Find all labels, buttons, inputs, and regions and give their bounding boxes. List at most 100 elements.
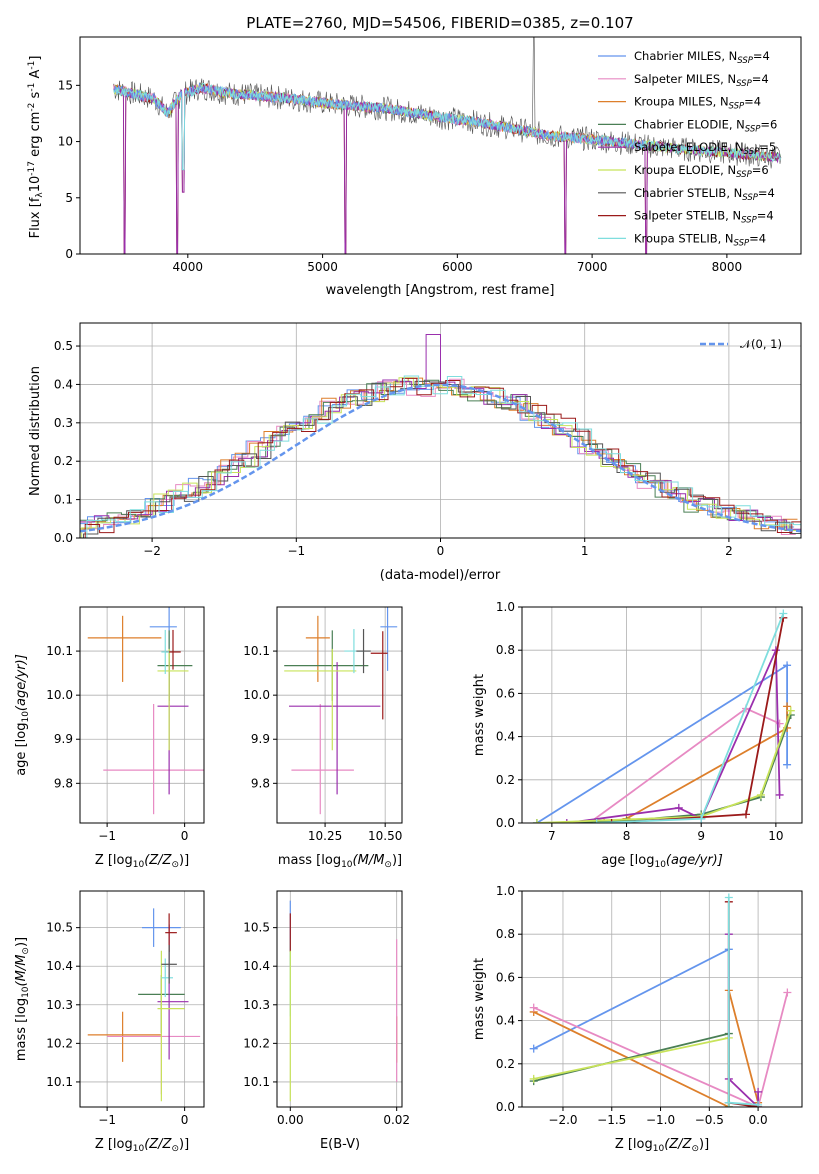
weight-line [611,617,785,823]
weight-line [727,897,759,1106]
x-tick-label: 0 [181,829,189,843]
age-vs-mass-plot-area [284,607,398,815]
weight-line [533,990,759,1107]
weight-vs-age-ticks: 7 8 9 10 0.0 0.2 0.4 0.6 0.8 1.0 [496,600,784,843]
weight-vs-metallicity-panel: −2.0 −1.5 −1.0 −0.5 0.0 0.0 0.2 0.4 0.6 0.8 1.0 Z … [472,884,803,1154]
x-tick-label: 9 [697,829,705,843]
legend-label: Kroupa MILES, NSSP=4 [634,95,761,112]
spectrum-line [113,82,782,171]
y-tick-label: 0.2 [496,773,515,787]
weight-marker [529,1003,538,1012]
histogram-step [86,375,801,538]
residuals-legend: 𝒩(0, 1) [700,337,782,351]
age-vs-metallicity-ylabel: age [log10(age/yr)] [14,654,31,776]
mass-vs-ebv-frame [276,890,403,1108]
weight-vs-age-xlabel: age [log10(age/yr)] [601,853,723,870]
y-tick-label: 10.1 [243,1075,270,1089]
weight-vs-age-frame [521,606,803,824]
y-tick-label: 9.8 [54,776,73,790]
legend-label-sub: SSP [734,238,750,248]
weight-marker [754,1087,763,1096]
x-tick-label: 8000 [712,260,743,274]
age-vs-metallicity-plot-area [87,607,204,815]
legend-label-sub: SSP [745,124,761,134]
residuals-plot-area [80,334,801,538]
weight-marker [529,1044,538,1053]
mass-vs-metallicity-ylabel: mass [log10(M/M⊙)] [14,937,31,1061]
legend-label-eq: =4 [758,186,775,200]
age-vs-mass-ticks: 10.25 10.50 9.8 9.9 10.0 10.1 [243,644,402,843]
weight-vs-metallicity-xlabel: Z [log10(Z/Z⊙)] [615,1137,709,1154]
mass-vs-metallicity-ticks: −1 0 10.1 10.2 10.3 10.4 10.5 [46,921,188,1127]
legend-label: Kroupa ELODIE, NSSP=6 [634,163,769,180]
y-tick-label: 0.6 [496,686,515,700]
x-tick-label: −1.0 [646,1113,675,1127]
age-vs-mass-panel: 10.25 10.50 9.8 9.9 10.0 10.1 mass [log10(M/M… [243,606,403,870]
legend-label-eq: =5 [759,140,776,154]
weight-vs-metallicity-ticks: −2.0 −1.5 −1.0 −0.5 0.0 0.0 0.2 0.4 0.6 0.8 1.0 [496,884,768,1127]
y-tick-label: 0.0 [496,1100,515,1114]
y-tick-label: 0.3 [54,416,73,430]
weight-marker [592,819,601,823]
spectrum-line [113,82,647,171]
spectrum-frame [79,36,802,255]
legend-label-eq: =4 [757,209,774,223]
residuals-xlabel: (data-model)/error [380,568,501,583]
legend-label-text: Kroupa STELIB, N [634,231,734,245]
mass-vs-ebv-ticks: 0.00 0.02 10.1 10.2 10.3 10.4 10.5 [243,921,410,1127]
mass-vs-metallicity-frame [79,890,205,1108]
residuals-ticks: −2 −1 0 1 2 0.0 0.1 0.2 0.3 0.4 0.5 [54,339,733,558]
y-tick-label: 10.0 [46,688,73,702]
x-tick-label: −1 [287,544,305,558]
x-tick-label: 8 [623,829,631,843]
histogram-step [83,380,801,538]
y-tick-label: 10.1 [243,644,270,658]
y-tick-label: 0.4 [496,1014,515,1028]
legend-label-eq: =4 [744,95,761,109]
weight-marker [775,790,784,799]
x-tick-label: 0.02 [383,1113,410,1127]
normal-curve-legend-label: 𝒩(0, 1) [740,337,782,351]
mass-vs-ebv-xlabel: E(B-V) [320,1137,360,1152]
y-tick-label: 1.0 [496,600,515,614]
legend-label-sub: SSP [742,193,758,203]
age-vs-mass-grid [277,607,402,823]
age-vs-mass-xlabel: mass [log10(M/M⊙)] [278,853,402,870]
weight-vs-age-panel: 7 8 9 10 0.0 0.2 0.4 0.6 0.8 1.0 age [log10(age/y… [472,600,803,870]
y-tick-label: 0 [65,247,73,261]
y-tick-label: 0.5 [54,339,73,353]
residuals-ylabel: Normed distribution [28,366,43,496]
figure-title: PLATE=2760, MJD=54506, FIBERID=0385, z=0… [246,14,633,32]
legend-label-text: Salpeter ELODIE, N [634,140,744,154]
weight-marker [742,810,750,819]
x-tick-label: −1 [98,829,116,843]
weight-line [536,710,792,823]
y-tick-label: 9.8 [251,776,270,790]
y-tick-label: 0.4 [54,377,73,391]
legend-label: Chabrier MILES, NSSP=4 [634,49,770,66]
legend-label-eq: =4 [753,49,770,63]
weight-marker [674,803,683,812]
weight-marker [724,1098,733,1107]
weight-line [588,707,780,823]
spectrum-xlabel: wavelength [Angstrom, rest frame] [326,283,555,298]
y-tick-label: 0.2 [54,454,73,468]
legend-label-sub: SSP [741,216,757,226]
x-tick-label: −0.5 [695,1113,724,1127]
y-tick-label: 10.1 [46,644,73,658]
legend-label: Salpeter ELODIE, NSSP=5 [634,140,776,157]
spectrum-ticks: 4000 5000 6000 7000 8000 0 5 10 15 [58,78,742,274]
x-tick-label: 0.00 [277,1113,304,1127]
mass-vs-metallicity-grid [80,891,204,1107]
y-tick-label: 10.2 [243,1036,270,1050]
x-tick-label: 6000 [442,260,473,274]
x-tick-label: 7000 [577,260,608,274]
weight-line [533,992,789,1107]
x-tick-label: 0.0 [749,1113,768,1127]
weight-marker [786,706,795,715]
weight-marker [756,790,765,799]
legend-label-eq: =4 [752,72,769,86]
spectrum-line [113,83,647,171]
